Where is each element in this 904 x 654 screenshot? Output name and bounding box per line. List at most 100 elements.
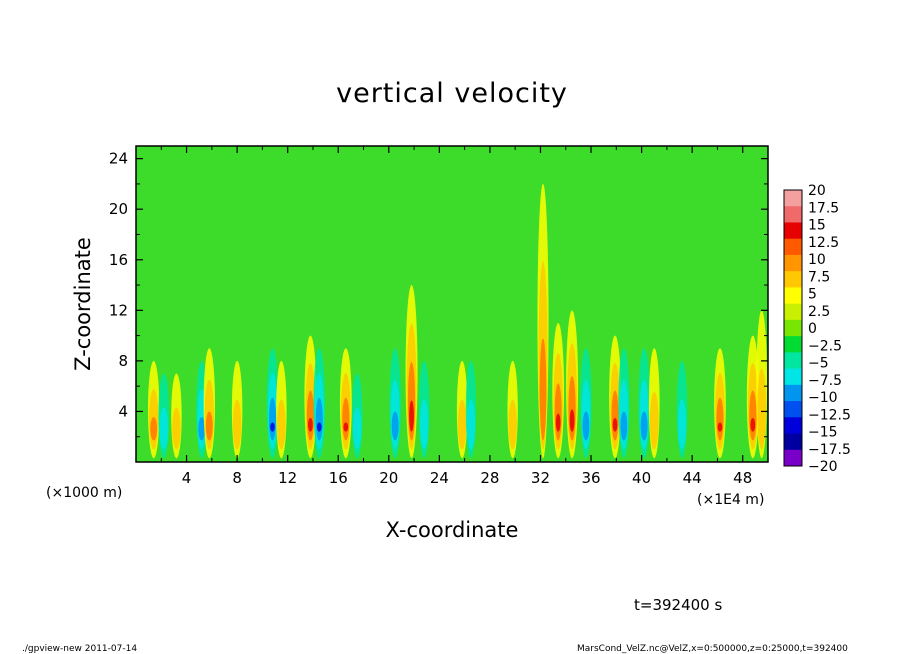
- colorbar-label: −17.5: [808, 442, 851, 458]
- colorbar-swatch: [784, 352, 802, 369]
- colorbar-label: −7.5: [808, 373, 842, 389]
- colorbar-swatch: [784, 287, 802, 304]
- velocity-contour: [554, 383, 562, 441]
- velocity-streak: [418, 360, 430, 459]
- velocity-contour: [717, 422, 723, 432]
- velocity-streak: [158, 373, 170, 459]
- velocity-contour: [620, 411, 628, 441]
- velocity-streak: [580, 348, 592, 459]
- x-tick-label: 4: [182, 469, 192, 487]
- velocity-contour: [649, 391, 659, 450]
- x-tick-label: 24: [430, 469, 449, 487]
- colorbar-swatch: [784, 238, 802, 256]
- velocity-contour: [205, 411, 213, 441]
- colorbar-swatch: [784, 271, 802, 288]
- velocity-contour: [353, 407, 362, 450]
- velocity-contour: [315, 397, 323, 441]
- velocity-contour: [419, 399, 429, 450]
- velocity-contour: [150, 417, 158, 441]
- colorbar-swatch: [784, 417, 802, 434]
- x-axis-ticks: 4 8 12 16 20 24 28 32 36 40 44 48: [160, 146, 752, 487]
- colorbar-swatch: [784, 336, 802, 353]
- colorbar-label: 0: [808, 321, 817, 337]
- velocity-contour: [270, 422, 275, 432]
- velocity-streak: [638, 348, 650, 459]
- plot-frame: [135, 145, 769, 463]
- velocity-contour: [391, 411, 399, 441]
- colorbar-label: −12.5: [808, 407, 851, 423]
- footer-left: ./gpview-new 2011-07-14: [22, 644, 137, 654]
- velocity-contour: [159, 407, 169, 450]
- velocity-contour: [308, 418, 313, 432]
- x-unit-label: (×1000 m): [46, 485, 122, 501]
- velocity-streak: [405, 285, 418, 459]
- colorbar-swatch: [784, 384, 802, 402]
- velocity-contour: [269, 397, 277, 441]
- colorbar-swatch: [784, 319, 802, 337]
- colorbar-label: −10: [808, 390, 838, 406]
- colorbar-label: 10: [808, 252, 826, 268]
- velocity-contour: [316, 422, 322, 432]
- velocity-contour: [342, 397, 350, 441]
- velocity-streak: [618, 348, 630, 459]
- y-tick-label: 16: [109, 251, 128, 269]
- velocity-contour: [582, 411, 590, 441]
- colorbar-swatch: [784, 303, 802, 321]
- velocity-streak: [648, 348, 660, 459]
- velocity-contour: [612, 418, 618, 432]
- velocity-contour: [757, 368, 766, 450]
- velocity-streak: [609, 335, 621, 459]
- velocity-contour: [539, 338, 547, 441]
- colorbar-swatch: [784, 190, 802, 207]
- colorbar-label: 5: [808, 287, 817, 303]
- y-tick-label: 12: [109, 301, 128, 319]
- colorbar-swatch: [784, 368, 802, 386]
- velocity-contour: [343, 422, 349, 432]
- velocity-contour: [508, 399, 517, 450]
- colorbar-label: −5: [808, 356, 829, 372]
- velocity-contour: [555, 413, 561, 432]
- velocity-streak: [465, 360, 477, 459]
- velocity-streak: [203, 348, 216, 459]
- velocity-contour: [232, 399, 242, 450]
- velocity-contour: [749, 390, 757, 441]
- colorbar-label: 20: [808, 183, 826, 199]
- velocity-streak: [389, 348, 401, 459]
- colorbar-label: 2.5: [808, 304, 830, 320]
- velocity-streak: [231, 360, 243, 459]
- colorbar-label: 12.5: [808, 235, 839, 251]
- velocity-contour: [677, 399, 687, 450]
- plot-background: [136, 146, 768, 462]
- velocity-contour: [409, 400, 414, 432]
- y-tick-label: 4: [118, 402, 128, 420]
- velocity-contour: [640, 411, 648, 441]
- velocity-contour: [172, 407, 181, 450]
- x-tick-label: 44: [683, 469, 702, 487]
- velocity-streak: [266, 348, 279, 459]
- velocity-streak: [351, 373, 363, 459]
- colorbar-label: −2.5: [808, 338, 842, 354]
- velocity-field: [147, 183, 768, 459]
- velocity-contour: [569, 409, 575, 432]
- x-tick-label: 8: [232, 469, 242, 487]
- velocity-contour: [750, 418, 756, 432]
- colorbar-frame: [783, 189, 803, 467]
- x-tick-label: 16: [329, 469, 348, 487]
- velocity-contour: [457, 399, 467, 450]
- velocity-streak: [537, 183, 549, 459]
- velocity-streak: [507, 360, 518, 459]
- chart-title: vertical velocity: [336, 78, 568, 109]
- time-label: t=392400 s: [634, 596, 722, 614]
- velocity-streak: [339, 348, 352, 459]
- colorbar-swatch: [784, 206, 802, 223]
- velocity-streak: [456, 360, 468, 459]
- colorbar-label: 15: [808, 218, 826, 234]
- x-tick-label: 40: [632, 469, 651, 487]
- y-tick-label: 24: [109, 150, 128, 168]
- colorbar-label: −20: [808, 459, 838, 475]
- x-tick-label: 32: [531, 469, 550, 487]
- x-tick-label: 48: [733, 469, 752, 487]
- x-unit2-label: (×1E4 m): [697, 492, 764, 508]
- velocity-contour: [277, 399, 286, 450]
- velocity-streak: [566, 310, 579, 459]
